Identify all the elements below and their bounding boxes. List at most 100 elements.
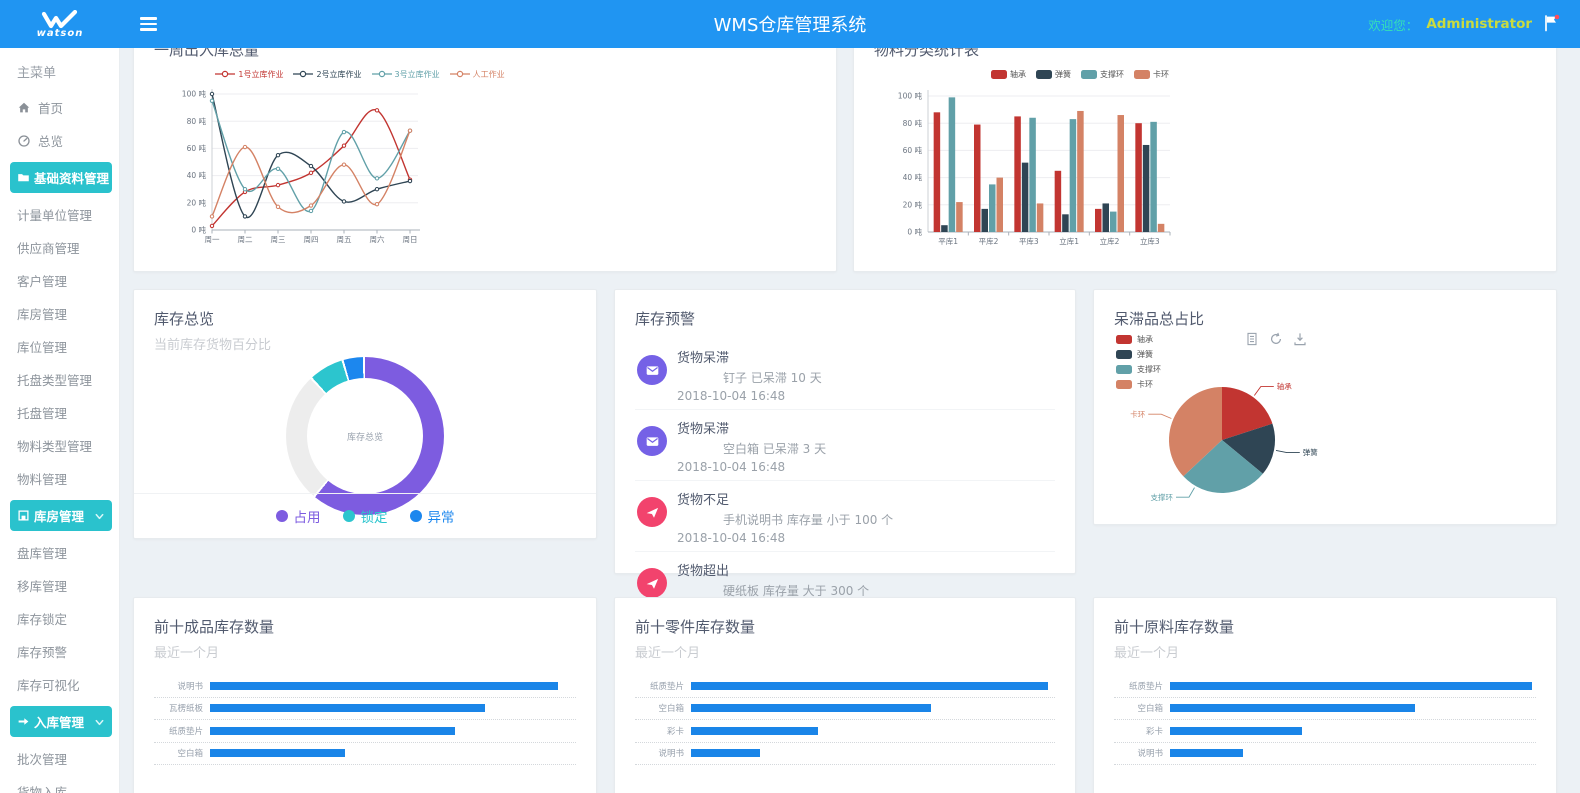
- legend-item[interactable]: 支撑环: [1116, 364, 1161, 375]
- hbar-chart: 纸质垫片 空白箱 彩卡 说明书: [635, 675, 1055, 765]
- legend-item[interactable]: 占用: [275, 506, 321, 526]
- legend-item[interactable]: 轴承: [991, 69, 1026, 80]
- arrow-right-icon: [17, 715, 30, 728]
- sidebar-section-label: 主菜单: [17, 66, 57, 81]
- alert-row[interactable]: 货物呆滞 钉子 已呆滞 10 天 2018-10-04 16:48: [635, 339, 1055, 410]
- sidebar-item-11[interactable]: 物料管理: [0, 462, 119, 495]
- data-view-icon[interactable]: [1244, 332, 1259, 347]
- bar-chart-legend: 轴承 弹簧 支撑环 卡环: [880, 66, 1280, 82]
- refresh-icon[interactable]: [1268, 332, 1283, 347]
- card-subtitle: 最近一个月: [154, 646, 220, 661]
- legend-item[interactable]: 卡环: [1134, 69, 1169, 80]
- overview-icon: [17, 134, 31, 148]
- hbar-row: 纸质垫片: [635, 675, 1055, 698]
- card-title: 呆滞品总占比: [1114, 310, 1205, 328]
- hbar-category-label: 纸质垫片: [649, 681, 684, 692]
- legend-item[interactable]: 锁定: [342, 506, 388, 526]
- legend-item[interactable]: 异常: [409, 506, 455, 526]
- card-title: 库存总览: [154, 310, 215, 328]
- chevron-down-icon: [94, 510, 105, 521]
- sidebar-group-18[interactable]: 入库管理: [10, 706, 112, 737]
- sidebar-menu: 首页 总览 基础资料管理 计量单位管理 供应商管理 客户管理 库房管理 库位管理 托盘类型管理托…: [0, 91, 119, 793]
- hbar-chart: 纸质垫片 空白箱 彩卡 说明书: [1114, 675, 1536, 765]
- alert-row[interactable]: 货物呆滞 空白箱 已呆滞 3 天 2018-10-04 16:48: [635, 410, 1055, 481]
- sidebar-item-label: 入库管理: [34, 715, 85, 730]
- sidebar-item-16[interactable]: 库存预警: [0, 635, 119, 668]
- hbar-category-label: 彩卡: [666, 726, 684, 737]
- sidebar-item-5[interactable]: 客户管理: [0, 264, 119, 297]
- alert-title: 货物呆滞: [677, 351, 730, 366]
- hbar-category-label: 空白箱: [177, 749, 203, 760]
- sidebar-item-17[interactable]: 库存可视化: [0, 668, 119, 701]
- sidebar-item-label: 物料类型管理: [17, 439, 93, 454]
- sidebar-item-0[interactable]: 首页: [0, 91, 119, 124]
- sidebar-item-4[interactable]: 供应商管理: [0, 231, 119, 264]
- download-icon[interactable]: [1292, 332, 1307, 347]
- svg-text:20 吨: 20 吨: [903, 199, 923, 209]
- sidebar-item-10[interactable]: 物料类型管理: [0, 429, 119, 462]
- card-subtitle: 最近一个月: [1114, 646, 1180, 661]
- sidebar-group-2[interactable]: 基础资料管理: [10, 162, 112, 193]
- card-subtitle: 当前库存货物百分比: [154, 338, 272, 353]
- legend-item[interactable]: 3号立库作业: [371, 69, 440, 80]
- username[interactable]: Administrator: [1426, 16, 1532, 32]
- card-top-raw: 前十原料库存数量 最近一个月 纸质垫片 空白箱 彩卡 说明书: [1093, 597, 1557, 793]
- svg-text:80 吨: 80 吨: [187, 116, 207, 126]
- sidebar-item-label: 盘库管理: [17, 546, 68, 561]
- legend-item[interactable]: 轴承: [1116, 334, 1161, 345]
- header-user-area: 欢迎您： Administrator: [1368, 13, 1580, 35]
- sidebar-item-19[interactable]: 批次管理: [0, 742, 119, 775]
- sidebar-group-12[interactable]: 库房管理: [10, 500, 112, 531]
- legend-item[interactable]: 支撑环: [1081, 69, 1124, 80]
- alert-title: 货物呆滞: [677, 422, 730, 437]
- legend-item[interactable]: 1号立库作业: [215, 69, 283, 80]
- home-icon: [17, 101, 31, 115]
- menu-toggle-button[interactable]: [128, 0, 168, 48]
- sidebar-item-3[interactable]: 计量单位管理: [0, 198, 119, 231]
- brand-logo[interactable]: watson: [0, 0, 120, 48]
- svg-text:100 吨: 100 吨: [898, 91, 923, 101]
- main-content: 一周出入库总量 1号立库作业 2号立库作业 3号立库作业 人工作业 0 吨 20 吨 40…: [120, 0, 1580, 793]
- svg-text:60 吨: 60 吨: [187, 143, 207, 153]
- svg-text:立库2: 立库2: [1100, 236, 1120, 246]
- pie-legend: 轴承 弹簧 支撑环 卡环: [1116, 334, 1161, 390]
- sidebar-item-label: 移库管理: [17, 579, 68, 594]
- alert-row[interactable]: 货物不足 手机说明书 库存量 小于 100 个 2018-10-04 16:48: [635, 481, 1055, 552]
- sidebar-item-15[interactable]: 库存锁定: [0, 602, 119, 635]
- legend-item[interactable]: 人工作业: [449, 69, 505, 80]
- sidebar-item-1[interactable]: 总览: [0, 124, 119, 157]
- svg-text:40 吨: 40 吨: [187, 170, 207, 180]
- inventory-donut-chart: 库存总览: [286, 357, 444, 515]
- card-weekly-io: 一周出入库总量 1号立库作业 2号立库作业 3号立库作业 人工作业 0 吨 20 吨 40…: [133, 20, 837, 272]
- legend-item[interactable]: 弹簧: [1116, 349, 1161, 360]
- donut-legend: 占用 锁定 异常: [134, 506, 596, 526]
- brand-name: watson: [36, 27, 84, 39]
- sidebar-item-label: 库房管理: [17, 307, 68, 322]
- legend-item[interactable]: 卡环: [1116, 379, 1161, 390]
- sidebar-item-label: 库存锁定: [17, 612, 68, 627]
- sidebar-item-label: 总览: [38, 134, 64, 149]
- sidebar-item-20[interactable]: 货物入库: [0, 775, 119, 793]
- alert-title: 货物不足: [677, 493, 730, 508]
- hbar-row: 彩卡: [1114, 720, 1536, 743]
- sidebar-item-14[interactable]: 移库管理: [0, 569, 119, 602]
- card-top-finished: 前十成品库存数量 最近一个月 说明书 瓦楞纸板 纸质垫片 空白箱: [133, 597, 597, 793]
- sidebar-item-6[interactable]: 库房管理: [0, 297, 119, 330]
- card-title: 前十成品库存数量: [154, 618, 275, 636]
- folder-icon: [17, 171, 30, 184]
- notification-flag-icon[interactable]: [1540, 13, 1562, 35]
- card-inventory-alerts: 库存预警 货物呆滞 钉子 已呆滞 10 天 2018-10-04 16:48 货物呆滞…: [614, 289, 1076, 616]
- sidebar-item-9[interactable]: 托盘管理: [0, 396, 119, 429]
- card-material-stats: 物料分类统计表 轴承 弹簧 支撑环 卡环 0 吨 20 吨 40 吨 60 吨 80 吨 100…: [853, 20, 1557, 272]
- sidebar-item-label: 货物入库: [17, 785, 68, 793]
- sidebar-item-7[interactable]: 库位管理: [0, 330, 119, 363]
- hbar-row: 说明书: [635, 743, 1055, 765]
- alert-list: 货物呆滞 钉子 已呆滞 10 天 2018-10-04 16:48 货物呆滞 空白箱 已…: [635, 339, 1055, 622]
- legend-item[interactable]: 弹簧: [1036, 69, 1071, 80]
- sidebar-item-label: 库房管理: [34, 509, 85, 524]
- legend-item[interactable]: 2号立库作业: [293, 69, 362, 80]
- sidebar-item-8[interactable]: 托盘类型管理: [0, 363, 119, 396]
- sidebar-item-13[interactable]: 盘库管理: [0, 536, 119, 569]
- card-title: 库存预警: [635, 310, 696, 328]
- hbar-bar: [210, 749, 346, 758]
